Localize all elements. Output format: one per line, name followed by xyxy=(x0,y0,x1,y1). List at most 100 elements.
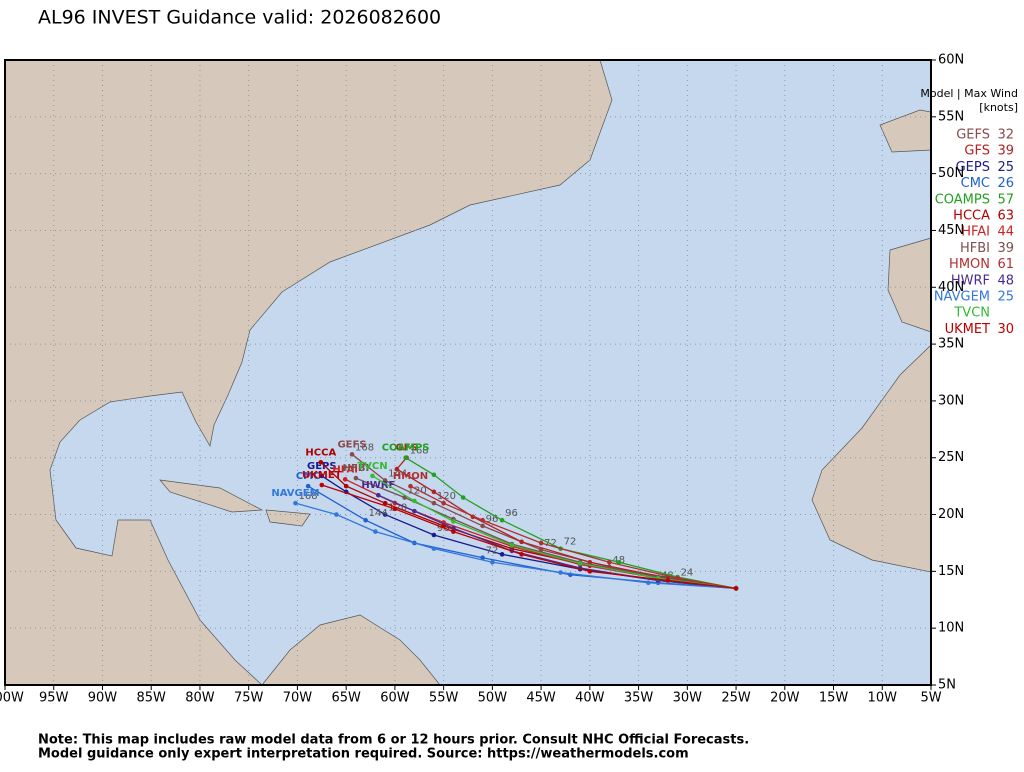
lon-tick-label: 80W xyxy=(185,691,215,706)
track-point xyxy=(412,498,417,504)
legend-model: HFBI xyxy=(960,241,990,256)
track-model-label: HCCA xyxy=(305,447,336,458)
lon-tick-label: 85W xyxy=(137,691,167,706)
legend-model: GEPS xyxy=(956,160,990,175)
track-point xyxy=(480,523,485,529)
track-model-label: NAVGEM xyxy=(271,488,319,499)
legend-model: CMC xyxy=(961,176,990,191)
track-point xyxy=(305,483,311,489)
lon-tick-label: 95W xyxy=(39,691,69,706)
track-point xyxy=(509,542,515,548)
track-point xyxy=(451,525,456,531)
lon-tick-label: 15W xyxy=(819,691,849,706)
track-point xyxy=(319,482,325,488)
track-model-label: GFS xyxy=(395,443,417,454)
track-point xyxy=(370,473,375,479)
lon-tick-label: 5W xyxy=(920,691,941,706)
legend-max-wind: 39 xyxy=(997,144,1014,159)
track-point xyxy=(451,519,456,524)
track-point xyxy=(607,559,612,565)
lon-tick-label: 45W xyxy=(526,691,556,706)
lon-tick-label: 60W xyxy=(380,691,410,706)
track-point xyxy=(394,466,400,472)
track-model-label: GEPS xyxy=(307,461,337,472)
lat-tick-label: 5N xyxy=(938,678,956,693)
track-point xyxy=(412,508,417,514)
legend-model: TVCN xyxy=(953,306,990,321)
hour-label: 96 xyxy=(486,514,499,525)
legend-model: HFAI xyxy=(961,225,990,240)
track-model-label: CMC xyxy=(296,471,321,482)
lon-tick-label: 50W xyxy=(478,691,508,706)
track-model-label: HFAI xyxy=(332,464,358,475)
track-line xyxy=(395,457,737,590)
legend-header: Model | Max Wind xyxy=(920,87,1018,100)
track-point xyxy=(408,483,413,489)
lon-tick-label: 25W xyxy=(721,691,751,706)
footnote: Note: This map includes raw model data f… xyxy=(38,733,749,748)
track-point xyxy=(431,500,437,506)
track-point xyxy=(373,529,378,534)
track-point xyxy=(616,559,622,565)
track-point xyxy=(577,561,583,566)
track-point xyxy=(499,552,505,557)
track-model-label: COAMPS xyxy=(382,443,430,454)
track-point xyxy=(382,500,388,506)
track-line xyxy=(295,502,737,590)
legend-model: HMON xyxy=(949,257,990,272)
lat-tick-label: 25N xyxy=(938,450,964,465)
track-model-label: UKMET xyxy=(302,470,342,481)
track-point xyxy=(431,472,437,478)
track-model-label: GEFS xyxy=(337,439,366,450)
track-model-label: HFBI xyxy=(343,463,370,474)
track-point xyxy=(451,529,456,534)
legend-max-wind: 61 xyxy=(997,257,1014,272)
legend-max-wind: 30 xyxy=(997,322,1014,337)
lon-tick-label: 75W xyxy=(234,691,264,706)
land xyxy=(4,59,932,686)
track-point xyxy=(403,455,408,461)
legend-max-wind: 25 xyxy=(997,290,1014,305)
track-point xyxy=(363,517,368,523)
track-point xyxy=(376,492,381,498)
lat-tick-label: 10N xyxy=(938,621,964,636)
lat-tick-label: 40N xyxy=(938,280,964,295)
track-point xyxy=(675,575,680,581)
track-point xyxy=(460,495,466,500)
track-point xyxy=(392,506,398,512)
lat-tick-label: 60N xyxy=(938,53,964,68)
track-point xyxy=(431,489,437,495)
track-point xyxy=(334,512,339,517)
track-point xyxy=(349,452,355,457)
lon-tick-label: 40W xyxy=(575,691,605,706)
legend-units: [knots] xyxy=(979,101,1018,114)
hour-label: 144 xyxy=(369,508,388,519)
lat-tick-label: 20N xyxy=(938,507,964,522)
track-point xyxy=(538,540,544,546)
title: AL96 INVEST Guidance valid: 2026082600 xyxy=(38,7,441,29)
legend-model: NAVGEM xyxy=(934,290,990,305)
track-point xyxy=(342,477,348,482)
map-frame xyxy=(4,59,932,686)
lon-tick-label: 55W xyxy=(429,691,459,706)
lon-tick-label: 100W xyxy=(0,691,24,706)
legend-max-wind: 39 xyxy=(997,241,1014,256)
track-point xyxy=(431,546,437,551)
hour-label: 96 xyxy=(437,523,450,534)
lat-tick-label: 50N xyxy=(938,166,964,181)
track-point xyxy=(343,483,349,489)
track-point xyxy=(319,473,325,479)
lat-tick-label: 15N xyxy=(938,564,964,579)
track-point xyxy=(382,512,388,517)
lon-tick-label: 90W xyxy=(88,691,118,706)
lon-tick-label: 30W xyxy=(673,691,703,706)
legend-max-wind: 57 xyxy=(997,192,1014,207)
lat-tick-label: 30N xyxy=(938,393,964,408)
legend-max-wind: 48 xyxy=(997,273,1014,288)
tracks: 24487296120144168GEFS168GFS96120GEPS4872… xyxy=(271,439,739,591)
track-point xyxy=(382,478,388,483)
legend-max-wind: 44 xyxy=(997,225,1014,240)
track-point xyxy=(441,500,446,506)
track-point xyxy=(480,517,485,523)
track-model-label: HWRF xyxy=(361,480,395,491)
